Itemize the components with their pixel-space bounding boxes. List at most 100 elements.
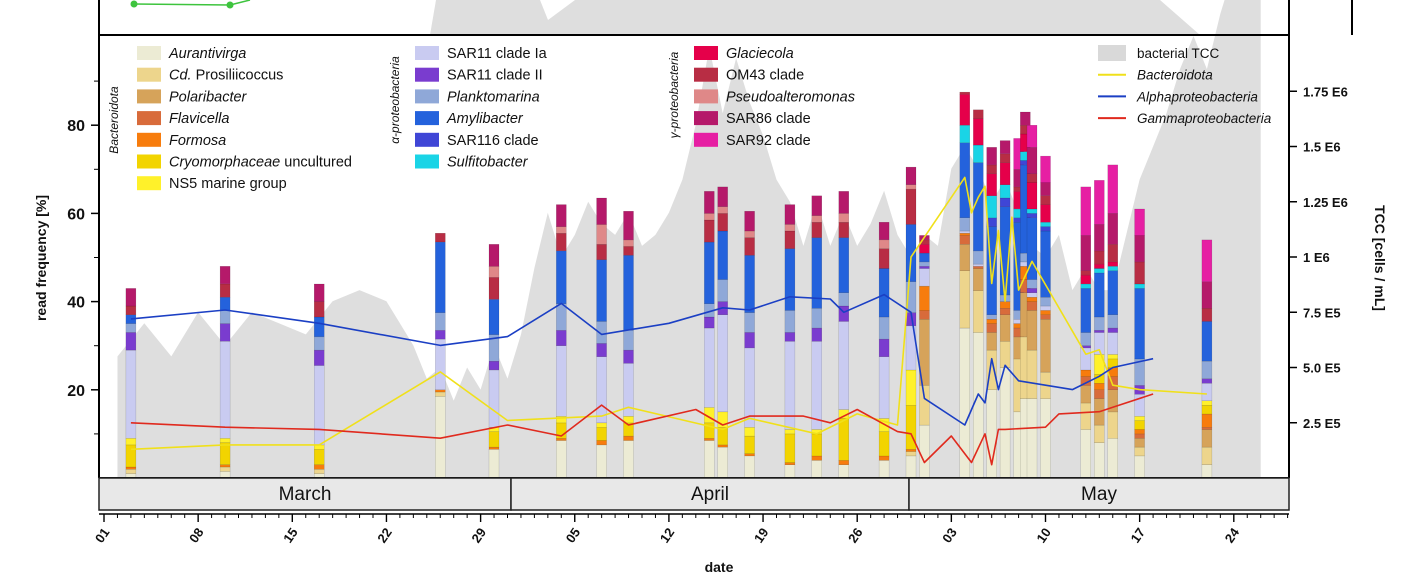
bar-segment <box>704 438 715 441</box>
legend-label: Sulfitobacter <box>447 155 529 171</box>
bar-segment <box>1026 124 1038 148</box>
bar-segment <box>314 336 325 351</box>
bar-segment <box>556 345 567 417</box>
bar-segment <box>1026 182 1038 210</box>
bar-segment <box>1040 221 1051 227</box>
bar-segment <box>1026 398 1038 479</box>
bar-segment <box>219 310 231 324</box>
bar-segment <box>1094 268 1105 274</box>
bar-segment <box>488 299 500 335</box>
bar-segment <box>878 460 890 479</box>
bar-segment <box>1094 316 1105 331</box>
bar-segment <box>1094 224 1105 252</box>
bar <box>999 140 1011 479</box>
bar-segment <box>744 255 755 313</box>
bar-segment <box>1080 369 1092 377</box>
bar-segment <box>704 191 715 214</box>
bar-segment <box>1026 301 1038 311</box>
bar-segment <box>717 206 728 214</box>
legend-label: SAR92 clade <box>726 133 811 149</box>
legend-label: Amylibacter <box>446 111 524 127</box>
bar <box>219 266 231 479</box>
bar-segment <box>1080 283 1092 289</box>
bar-segment <box>488 431 500 448</box>
bar-segment <box>1080 235 1092 271</box>
bar-segment <box>1201 464 1213 479</box>
bar-segment <box>1094 180 1105 225</box>
legend-swatch <box>137 111 161 126</box>
bar-segment <box>219 442 231 465</box>
bar-segment <box>959 94 970 126</box>
bar-segment <box>219 323 231 342</box>
bar-segment <box>986 147 997 166</box>
bar-segment <box>556 204 567 227</box>
bar-segment <box>1107 270 1119 316</box>
top-panel-point <box>226 1 234 9</box>
bar-segment <box>623 246 634 256</box>
bar-segment <box>838 464 849 479</box>
bar-segment <box>838 213 849 223</box>
bar-segment <box>878 338 890 357</box>
bar-segment <box>744 237 755 256</box>
bar-segment <box>919 239 930 245</box>
bar-segment <box>999 184 1011 199</box>
bar-segment <box>1094 250 1105 265</box>
bar-segment <box>596 343 607 357</box>
bar-segment <box>784 332 796 342</box>
y-axis-title-right: TCC [cells / mL] <box>1372 205 1388 311</box>
legend-label: Polaribacter <box>169 89 248 105</box>
bar-segment <box>959 217 970 232</box>
bar-segment <box>556 438 567 441</box>
legend-swatch <box>415 132 439 147</box>
bar-segment <box>905 451 917 457</box>
bar-segment <box>1134 288 1145 360</box>
bar-segment <box>986 319 997 324</box>
bar-segment <box>1080 186 1092 236</box>
bar-segment <box>219 266 231 285</box>
left-axis: 20 40 60 80 <box>67 80 99 435</box>
bar-segment <box>811 195 822 216</box>
bar-segment <box>314 349 325 366</box>
bar-segment <box>959 270 970 329</box>
bar <box>1134 208 1145 479</box>
bar-segment <box>838 237 849 293</box>
bar-segment <box>435 389 446 393</box>
bar-segment <box>717 230 728 280</box>
bar-segment <box>1040 297 1051 307</box>
bar-segment <box>986 323 997 333</box>
bar-segment <box>905 449 917 452</box>
bar-segment <box>556 330 567 346</box>
bar-segment <box>1040 305 1051 311</box>
legend-label: Pseudoalteromonas <box>726 89 855 105</box>
legend-swatch <box>694 132 718 147</box>
bar-segment <box>488 360 500 371</box>
bar-segment <box>919 261 930 267</box>
bar-segment <box>1040 226 1051 232</box>
bar-segment <box>314 301 325 318</box>
x-tick-label: 01 <box>92 525 113 545</box>
legend-label: SAR116 clade <box>447 133 539 149</box>
bar-segment <box>784 230 796 249</box>
legend-label: Cryomorphaceae uncultured <box>169 155 352 171</box>
bar-segment <box>125 332 137 351</box>
bar-segment <box>596 356 607 424</box>
bar <box>959 91 970 479</box>
bar-segment <box>878 248 890 269</box>
y-right-tick-label: 7.5 E5 <box>1303 305 1341 320</box>
bar-segment <box>1026 217 1038 280</box>
bar-segment <box>1026 147 1038 175</box>
bar-segment <box>919 310 930 320</box>
stacked-bars <box>125 91 1213 479</box>
bar-segment <box>717 186 728 207</box>
bar-segment <box>959 91 970 95</box>
bar-segment <box>1040 204 1051 223</box>
bar <box>717 186 728 479</box>
bar-segment <box>744 455 755 479</box>
bar-segment <box>1201 308 1213 322</box>
bar-segment <box>744 210 755 232</box>
bar <box>1080 186 1092 479</box>
x-tick-label: 05 <box>563 525 584 545</box>
bar-segment <box>999 140 1011 155</box>
bar-segment <box>1107 314 1119 329</box>
